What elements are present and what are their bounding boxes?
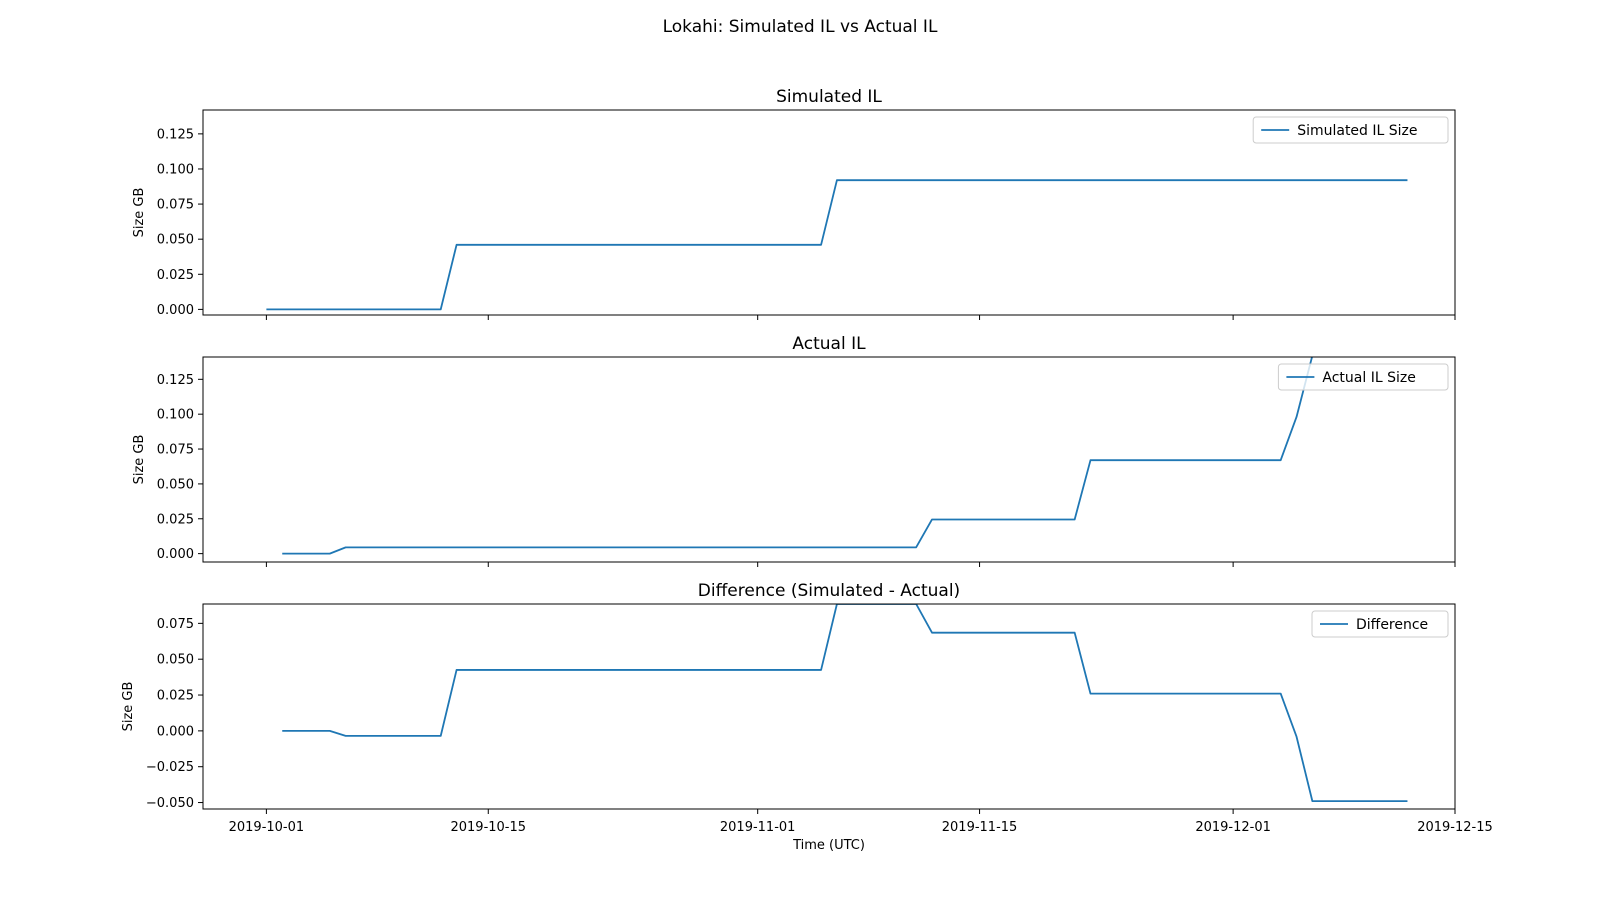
y-tick-label: −0.025 xyxy=(146,760,194,775)
y-axis-label: Size GB xyxy=(132,435,147,485)
y-tick-label: 0.125 xyxy=(157,373,194,388)
y-tick-label: 0.100 xyxy=(157,408,194,423)
y-axis-label: Size GB xyxy=(121,682,136,732)
subplot-title: Difference (Simulated - Actual) xyxy=(698,581,960,601)
y-tick-label: 0.000 xyxy=(157,547,194,562)
y-tick-label: 0.025 xyxy=(157,689,194,704)
y-tick-label: −0.050 xyxy=(146,796,194,811)
figure-title: Lokahi: Simulated IL vs Actual IL xyxy=(663,17,938,37)
y-tick-label: 0.075 xyxy=(157,443,194,458)
legend-box xyxy=(1311,610,1449,638)
axes-frame xyxy=(202,356,1456,563)
y-tick-label: 0.075 xyxy=(157,617,194,632)
x-tick-label: 2019-12-15 xyxy=(1417,820,1493,835)
x-axis-label: Time (UTC) xyxy=(792,838,865,853)
series-line xyxy=(266,179,1408,311)
subplot-1: Simulated IL 0.000 0.025 0.050 0.075 0.100 0.1… xyxy=(132,87,1456,320)
y-tick-label: 0.000 xyxy=(157,724,194,739)
y-tick-label: 0.050 xyxy=(157,653,194,668)
y-tick-label: 0.050 xyxy=(157,233,194,248)
series-line xyxy=(282,604,1408,803)
y-tick-label: 0.050 xyxy=(157,477,194,492)
y-tick-label: 0.125 xyxy=(157,127,194,142)
x-tick-label: 2019-12-01 xyxy=(1195,820,1271,835)
legend-label: Actual IL Size xyxy=(1322,370,1415,386)
axes-frame xyxy=(202,109,1456,316)
axes-frame xyxy=(202,603,1456,810)
y-tick-label: 0.000 xyxy=(157,303,194,318)
legend-box xyxy=(1252,116,1449,144)
y-axis-label: Size GB xyxy=(132,188,147,238)
series-line xyxy=(282,357,1313,555)
legend-label: Simulated IL Size xyxy=(1297,123,1417,139)
subplot-3: Difference (Simulated - Actual) −0.050 −0.… xyxy=(121,581,1493,853)
x-tick-label: 2019-10-15 xyxy=(450,820,526,835)
x-tick-label: 2019-11-15 xyxy=(942,820,1018,835)
y-tick-label: 0.075 xyxy=(157,198,194,213)
y-tick-label: 0.025 xyxy=(157,268,194,283)
y-tick-label: 0.025 xyxy=(157,512,194,527)
subplot-title: Actual IL xyxy=(792,334,866,354)
legend-label: Difference xyxy=(1356,617,1428,633)
legend-box xyxy=(1277,363,1449,391)
subplots: Simulated IL 0.000 0.025 0.050 0.075 0.100 0.1… xyxy=(121,87,1493,853)
subplot-title: Simulated IL xyxy=(776,87,882,107)
y-tick-label: 0.100 xyxy=(157,162,194,177)
x-tick-label: 2019-11-01 xyxy=(720,820,796,835)
x-tick-label: 2019-10-01 xyxy=(229,820,305,835)
subplot-2: Actual IL 0.000 0.025 0.050 0.075 0.100 0.125 S… xyxy=(132,334,1456,567)
